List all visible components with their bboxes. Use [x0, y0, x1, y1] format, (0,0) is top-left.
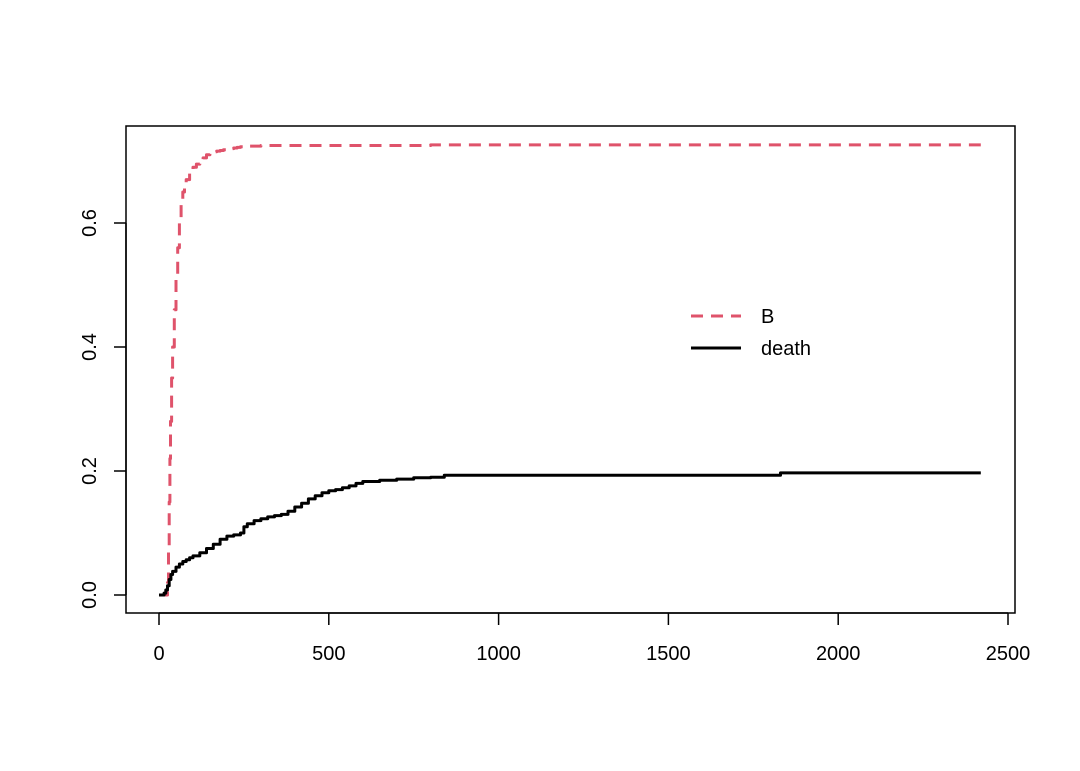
x-tick-label: 0: [153, 643, 164, 665]
y-tick-label: 0.0: [79, 581, 101, 609]
x-tick-label: 1000: [476, 643, 521, 665]
series-line-B: [159, 143, 981, 597]
x-axis: 0 500 1000 1500 2000 2500: [153, 612, 1031, 665]
x-tick-label: 500: [312, 643, 345, 665]
legend-label-B: B: [761, 306, 774, 328]
legend-label-death: death: [761, 338, 811, 360]
series-line-death: [159, 471, 981, 597]
y-tick-label: 0.4: [79, 333, 101, 361]
x-tick-label: 1500: [646, 643, 691, 665]
x-tick-label: 2000: [816, 643, 861, 665]
series-layer: [159, 143, 981, 597]
x-tick-label: 2500: [986, 643, 1031, 665]
y-axis: 0.0 0.2 0.4 0.6: [79, 209, 127, 609]
y-tick-label: 0.2: [79, 457, 101, 485]
y-tick-label: 0.6: [79, 209, 101, 237]
